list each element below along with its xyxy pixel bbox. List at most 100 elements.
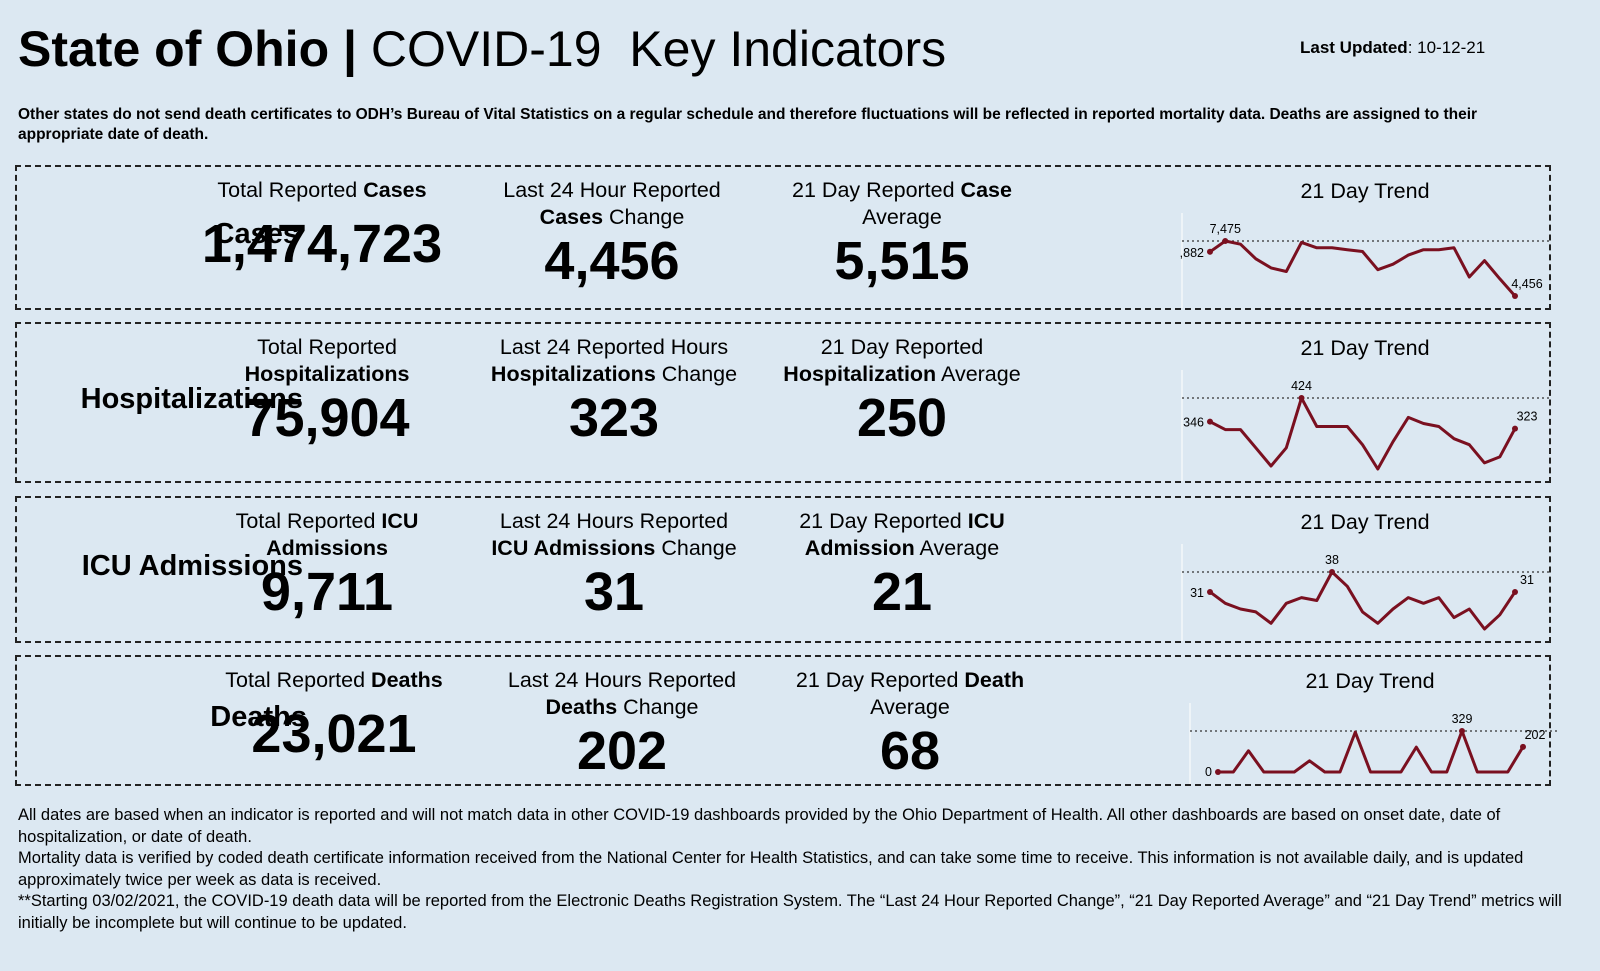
trend-line [1209,570,1517,631]
trend-line [1209,396,1517,471]
title: State of Ohio | COVID-19 Key Indicators [18,20,946,78]
text-segment: Last Updated [1300,38,1408,57]
metric-caption: 21 Day Reported Case [752,177,1052,204]
trend-value-label: 6,882 [1180,246,1204,260]
footer-paragraph: All dates are based when an indicator is… [18,806,1501,846]
metric-caption: Last 24 Hour Reported [462,177,762,204]
trend-value-label: 31 [1520,573,1534,587]
last-updated: Last Updated: 10-12-21 [1300,38,1485,58]
row-label: Cases [213,217,299,250]
text-segment: Change [655,536,737,560]
trend-title: 21 Day Trend [1300,510,1430,534]
trend-point [1298,395,1305,401]
trend-point [1512,293,1518,299]
text-segment: Last 24 Reported Hours [499,335,729,359]
metric-caption: Last 24 Hours Reported [464,508,764,535]
text-segment: Total Reported [225,668,372,692]
metric-caption: Last 24 Hours Reported [472,667,772,694]
metric: 21 Day Reported Hospitalization Average 25… [752,334,1052,448]
metric-value: 4,456 [544,231,680,291]
metric-value: 202 [576,721,668,781]
trend-title: 21 Day Trend [1305,669,1435,693]
indicator-row: Cases Total Reported Cases 1,474,723 Last 2… [15,165,1551,310]
metric-value: 5,515 [834,231,970,291]
text-segment: ICU [967,509,1005,533]
text-segment: Admission [804,536,915,560]
metric: Total Reported Hospitalizations 75,904 [177,334,477,448]
metric: 21 Day Reported ICU Admission Average 21 [752,508,1052,622]
trend-value-label: 424 [1291,379,1312,393]
metric-caption: Last 24 Reported Hours [464,334,764,361]
text-segment: ICU [381,509,419,533]
row-label: ICU Admissions [81,549,303,582]
metric: 21 Day Reported Death Average 68 [760,667,1060,781]
footer-paragraph: Mortality data is verified by coded deat… [18,849,1524,889]
metric: Last 24 Hour Reported Cases Change 4,456 [462,177,762,291]
text-segment: Case [960,178,1012,202]
trend-value-label: 202 [1525,728,1546,742]
trend-value-label: 346 [1183,416,1204,430]
footer-paragraph: **Starting 03/02/2021, the COVID-19 deat… [18,892,1562,932]
text-segment: : 10-12-21 [1407,38,1486,57]
text-segment: Total Reported [257,335,397,359]
text-segment: COVID-19 Key Indicators [370,21,947,77]
trend-chart: 6,882 7,475 4,456 [1180,213,1550,308]
trend-value-label: 7,475 [1210,222,1241,236]
metric-caption: Cases Change [462,204,762,231]
trend-chart: 31 38 31 [1181,544,1550,641]
metric-value: 31 [583,562,645,622]
metric-caption: Hospitalizations [177,361,477,388]
metric: Total Reported Cases 1,474,723 [172,177,472,274]
trend-chart: 0 329 202 [1189,703,1558,784]
trend-point [1207,588,1213,595]
indicator-row: Deaths Total Reported Deaths 23,021 Last 24… [15,655,1558,786]
metric-value: 23,021 [251,704,417,764]
text-segment: ICU Admissions [491,536,656,560]
metric: Last 24 Hours Reported ICU Admissions Cha… [464,508,764,622]
trend-title: 21 Day Trend [1300,179,1430,203]
text-segment: 21 Day Reported [799,509,968,533]
metric-caption: Total Reported Deaths [184,667,484,694]
trend-value-label: 329 [1452,712,1473,726]
text-segment: Average [870,695,950,719]
trend-point [1215,769,1221,775]
text-segment: 21 Day Reported [792,178,961,202]
metric: Last 24 Reported Hours Hospitalizations C… [464,334,764,448]
metric-caption: Average [752,204,1052,231]
metric-caption: 21 Day Reported Death [760,667,1060,694]
metric-caption: Total Reported ICU [177,508,477,535]
metric-value: 21 [871,562,933,622]
metric-value: 75,904 [244,388,410,448]
metric-caption: Average [760,694,1060,721]
metric: Total Reported ICU Admissions 9,711 [177,508,477,622]
metric-value: 323 [568,388,660,448]
text-segment: Death [964,668,1025,692]
trend-value-label: 31 [1190,586,1204,600]
text-segment: Total Reported [217,178,364,202]
text-segment: Total Reported [235,509,382,533]
metric-caption: Hospitalization Average [752,361,1052,388]
text-segment: Change [603,205,685,229]
metric-caption: Hospitalizations Change [464,361,764,388]
indicator-row: Hospitalizations Total Reported Hospitaliz… [15,322,1551,483]
text-segment: Last 24 Hours Reported [499,509,729,533]
metric-value: 1,474,723 [201,214,443,274]
text-segment: Cases [539,205,604,229]
indicator-row: ICU Admissions Total Reported ICU Admissio… [15,496,1551,643]
text-segment: Average [862,205,942,229]
text-segment: Change [617,695,699,719]
text-segment: Deaths [545,695,618,719]
text-segment: Last 24 Hours Reported [507,668,737,692]
trend-point [1207,248,1213,255]
trend-value-label: 38 [1325,553,1339,567]
text-segment: Hospitalizations [490,362,656,386]
row-label: Deaths [210,700,307,733]
text-segment: Average [914,536,1000,560]
metric-caption: 21 Day Reported [752,334,1052,361]
text-segment: Hospitalizations [244,362,410,386]
footer: All dates are based when an indicator is… [18,805,1563,934]
text-segment: Deaths [371,668,443,692]
text-segment: Hospitalization [783,362,937,386]
metric-caption: Total Reported [177,334,477,361]
